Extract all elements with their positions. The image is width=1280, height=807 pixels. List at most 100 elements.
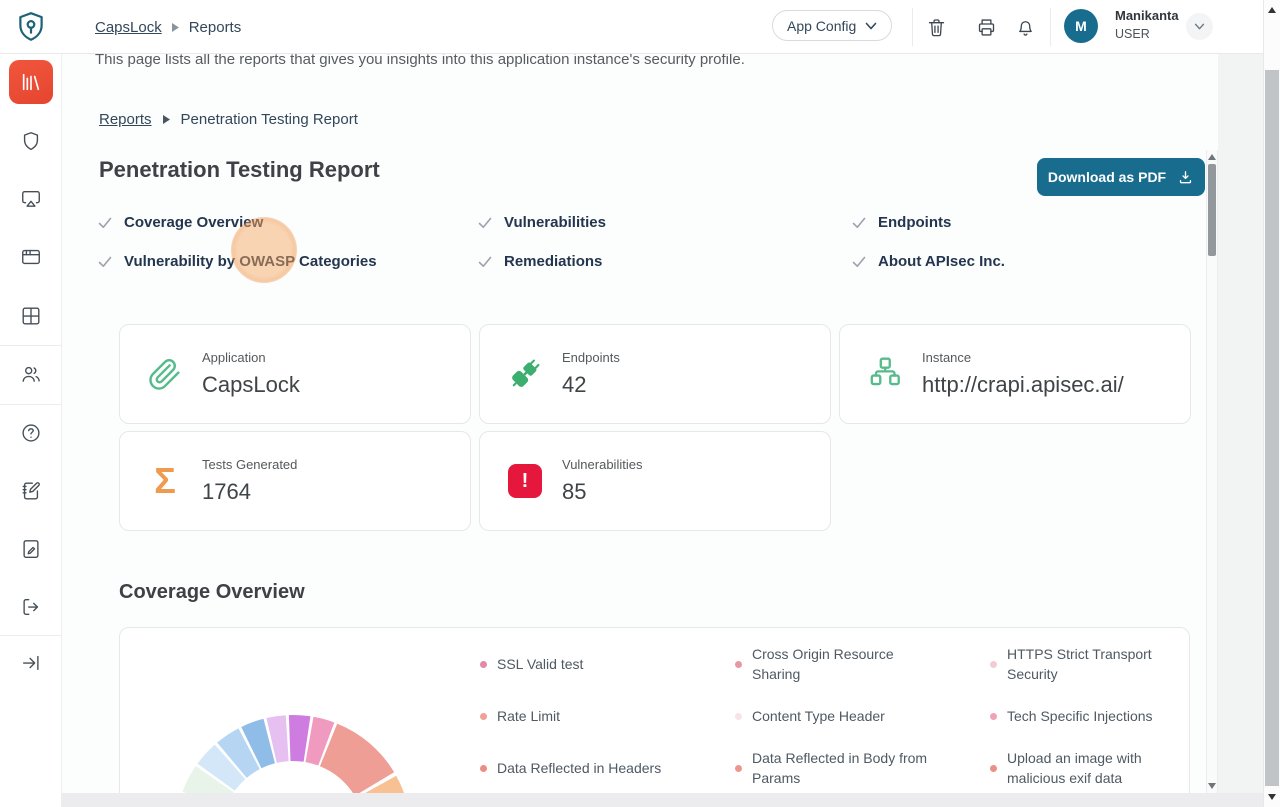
header-breadcrumb: CapsLock Reports [95, 0, 241, 54]
sidebar-collapse-button[interactable] [20, 652, 42, 674]
stat-label: Application [202, 350, 266, 365]
report-scrollbar[interactable] [1206, 150, 1218, 793]
sidebar-item-reports[interactable] [9, 60, 53, 104]
stat-value: 85 [562, 479, 587, 504]
breadcrumb-app-link[interactable]: CapsLock [95, 18, 162, 36]
reports-link[interactable]: Reports [99, 111, 152, 128]
page-scrollbar-down-button[interactable] [1264, 790, 1280, 804]
stat-value: http://crapi.apisec.ai/ [922, 372, 1124, 397]
avatar[interactable]: M [1064, 9, 1098, 43]
download-pdf-button[interactable]: Download as PDF [1037, 158, 1205, 196]
legend-dot [990, 764, 997, 772]
stat-card-instance: Instance http://crapi.apisec.ai/ [839, 324, 1191, 424]
sidebar-item-applications[interactable] [20, 246, 42, 268]
breadcrumb-current-label: Penetration Testing Report [180, 111, 358, 128]
toc-item: Coverage Overview [98, 210, 478, 235]
content-bottom-scrollbar[interactable] [62, 793, 1263, 807]
browser-window-icon [22, 249, 40, 265]
network-icon [865, 354, 905, 394]
users-icon [22, 366, 40, 382]
toc-item: Vulnerabilities [478, 210, 852, 235]
coverage-card: SSL Valid test Cross Origin Resource Sha… [119, 627, 1190, 807]
shield-logo-icon [19, 12, 43, 41]
sidebar-item-help[interactable] [20, 422, 42, 444]
legend-dot [480, 712, 487, 720]
print-button[interactable] [976, 17, 997, 38]
main-content: This page lists all the reports that giv… [62, 54, 1263, 807]
plug-icon [505, 354, 545, 394]
page-title: Penetration Testing Report [99, 157, 380, 182]
stat-value: 42 [562, 372, 587, 397]
legend-dot [735, 712, 742, 720]
legend-dot [480, 764, 487, 772]
stat-label: Instance [922, 350, 972, 365]
notifications-button[interactable] [1015, 17, 1036, 38]
stat-value: 1764 [202, 479, 251, 504]
legend-dot [990, 660, 997, 668]
sidebar-divider [0, 635, 62, 636]
left-sidebar [0, 54, 62, 807]
file-pen-icon [23, 540, 39, 558]
grid-icon [22, 307, 40, 325]
page-description: This page lists all the reports that giv… [95, 54, 745, 68]
check-icon [852, 217, 866, 228]
page-scrollbar[interactable] [1263, 0, 1280, 807]
toc-item: Vulnerability by OWASP Categories [98, 249, 478, 274]
legend-item: Content Type Header [735, 706, 990, 726]
sidebar-divider [0, 345, 62, 346]
bell-icon [1019, 21, 1032, 36]
toc-item: Endpoints [852, 210, 1005, 235]
delete-button[interactable] [926, 17, 947, 38]
breadcrumb-section-label: Reports [188, 18, 242, 36]
legend-dot [990, 712, 997, 720]
legend-item: Data Reflected in Headers [480, 758, 735, 778]
printer-icon [978, 19, 995, 36]
legend-dot [735, 660, 742, 668]
app-config-button[interactable]: App Config [772, 10, 893, 41]
content-right-gutter [1218, 54, 1263, 807]
stat-cards: Application CapsLock [119, 324, 1191, 531]
logout-icon [23, 598, 39, 616]
breadcrumb-separator-icon [162, 115, 170, 124]
sidebar-item-logout[interactable] [20, 596, 42, 618]
user-name: Manikanta [1115, 8, 1179, 23]
user-menu-chevron-button[interactable] [1186, 13, 1213, 40]
stat-card-application: Application CapsLock [119, 324, 471, 424]
trash-icon [928, 19, 945, 37]
check-icon [852, 256, 866, 267]
stat-label: Tests Generated [202, 457, 298, 472]
sigma-icon: Σ [154, 460, 176, 501]
report-scrollbar-thumb[interactable] [1208, 164, 1216, 256]
toc-item: About APIsec Inc. [852, 249, 1005, 274]
page-scrollbar-up-button[interactable] [1264, 3, 1280, 17]
sidebar-item-users[interactable] [20, 363, 42, 385]
app-logo[interactable] [14, 10, 48, 44]
report-breadcrumb: Reports Penetration Testing Report [99, 111, 358, 128]
page-scrollbar-thumb[interactable] [1265, 70, 1279, 786]
toc-item: Remediations [478, 249, 852, 274]
report-scrollbar-down-button[interactable] [1207, 780, 1217, 792]
stat-label: Endpoints [562, 350, 620, 365]
sidebar-item-notes[interactable] [20, 480, 42, 502]
report-scrollbar-up-button[interactable] [1207, 151, 1217, 163]
legend-item: Upload an image with malicious exif data [990, 748, 1245, 788]
sidebar-item-dashboard[interactable] [20, 305, 42, 327]
notebook-pen-icon [22, 482, 40, 500]
legend-item: SSL Valid test [480, 654, 735, 674]
check-icon [98, 256, 112, 267]
chevron-down-icon [865, 22, 877, 29]
sidebar-item-documents[interactable] [20, 538, 42, 560]
sidebar-divider [0, 404, 62, 405]
legend-item: Data Reflected in Body from Params [735, 748, 990, 788]
header-divider [912, 8, 913, 46]
screen-share-icon [22, 190, 40, 207]
top-header: CapsLock Reports App Config [0, 0, 1263, 54]
coverage-section-title: Coverage Overview [119, 581, 305, 603]
breadcrumb-separator-icon [171, 22, 179, 32]
sidebar-item-scans[interactable] [20, 188, 42, 210]
chevron-down-icon [1194, 23, 1205, 30]
coverage-legend: SSL Valid test Cross Origin Resource Sha… [480, 638, 1245, 794]
sidebar-item-security[interactable] [20, 130, 42, 152]
check-icon [478, 217, 492, 228]
report-toc: Coverage Overview Vulnerabilities Endpoi… [98, 210, 1005, 274]
